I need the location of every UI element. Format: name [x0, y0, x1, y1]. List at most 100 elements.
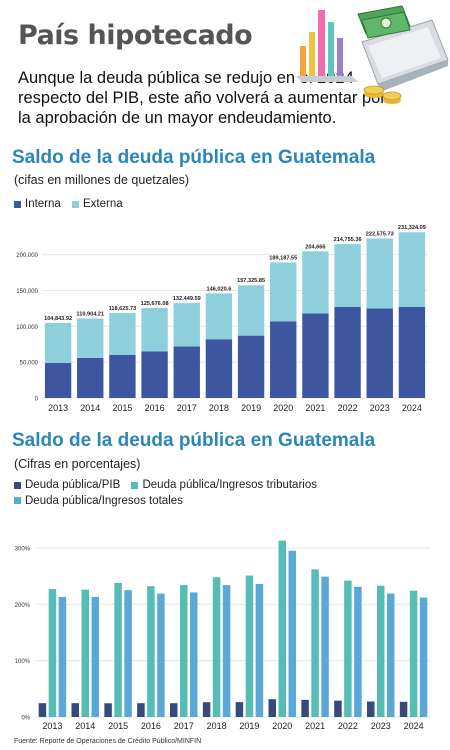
total-label: 204,666 [305, 244, 325, 250]
x-tick-label: 2022 [338, 721, 358, 731]
y-tick-label: 0 [35, 397, 39, 403]
legend-label-externa: Externa [83, 198, 123, 210]
bar-externa [334, 244, 361, 307]
bar-externa [173, 303, 200, 347]
x-tick-label: 2024 [402, 403, 422, 413]
bar-series-1 [71, 703, 79, 717]
legend-item-deuda-ingresos-totales: Deuda pública/Ingresos totales [14, 495, 183, 507]
bar-interna [334, 306, 361, 398]
bar-series-3 [321, 576, 329, 717]
bar-interna [173, 346, 200, 398]
bar-series-2 [180, 585, 188, 717]
bar-series-1 [301, 699, 309, 717]
chart1-title: Saldo de la deuda pública en Guatemala [12, 147, 376, 168]
legend-item-deuda-ingresos-tributarios: Deuda pública/Ingresos tributarios [131, 479, 317, 491]
bar-series-1 [170, 703, 178, 717]
bar-series-2 [147, 586, 155, 717]
bar-series-3 [58, 596, 67, 717]
x-tick-label: 2015 [112, 403, 132, 413]
bar-series-2 [344, 580, 352, 717]
legend-label-deuda-ingresos-tributarios: Deuda pública/Ingresos tributarios [142, 479, 317, 491]
bar-externa [366, 238, 393, 309]
bar-series-2 [48, 589, 57, 717]
x-tick-label: 2021 [305, 403, 325, 413]
x-tick-label: 2015 [108, 721, 128, 731]
bar-series-1 [38, 703, 47, 717]
total-label: 214,755.36 [334, 237, 362, 243]
total-label: 132,449.59 [173, 296, 201, 302]
bar-externa [302, 251, 329, 314]
bar-series-1 [268, 699, 276, 717]
legend-item-interna: Interna [14, 198, 61, 210]
bar-series-2 [212, 577, 221, 717]
total-label: 125,676.08 [141, 301, 169, 307]
y-tick-label: 100,000 [16, 325, 38, 331]
bar-series-2 [81, 589, 89, 717]
legend-swatch-deuda-ingresos-tributarios [131, 481, 139, 489]
bar-interna [141, 351, 168, 398]
x-tick-label: 2017 [177, 403, 197, 413]
source-note: Fuente: Reporte de Operaciones de Crédit… [14, 738, 202, 745]
bar-externa [44, 322, 72, 363]
x-tick-label: 2018 [209, 403, 229, 413]
chart1-subtitle: (cifas en millones de quetzales) [14, 173, 190, 187]
total-label: 222,575.73 [366, 231, 394, 237]
y-tick-label: 0% [21, 716, 30, 722]
bar-externa [77, 318, 104, 358]
bar-interna [205, 339, 233, 398]
bar-series-3 [387, 593, 395, 717]
bar-series-1 [137, 703, 145, 717]
x-tick-label: 2024 [404, 721, 424, 731]
bar-interna [270, 321, 297, 398]
bar-series-2 [278, 540, 286, 717]
y-tick-label: 100% [15, 659, 31, 665]
bar-series-3 [157, 593, 165, 717]
bar-series-3 [288, 550, 296, 717]
bar-series-3 [222, 585, 231, 717]
debt-ratio-chart: 0% 100% 200% 300% 2013 2014 2015 2016 2017 2018 20… [15, 540, 430, 731]
chart2-legend: Deuda pública/PIB Deuda pública/Ingresos… [14, 479, 325, 510]
bar-externa [109, 312, 136, 355]
bar-series-1 [202, 702, 211, 717]
chart2-subtitle: (Cifras en porcentajes) [14, 457, 141, 471]
chart2-title: Saldo de la deuda pública en Guatemala [12, 430, 376, 451]
total-label: 231,324.09 [398, 225, 426, 231]
total-label: 110,904.21 [76, 312, 104, 318]
bar-series-2 [409, 590, 418, 717]
bar-interna [237, 335, 265, 398]
total-label: 146,020.6 [206, 286, 231, 292]
bar-interna [302, 313, 329, 398]
x-tick-label: 2023 [371, 721, 391, 731]
bar-externa [270, 262, 297, 322]
bar-series-3 [354, 586, 362, 717]
x-tick-label: 2020 [272, 721, 292, 731]
bar-series-1 [235, 702, 244, 717]
legend-item-deuda-pib: Deuda pública/PIB [14, 479, 120, 491]
total-label: 104,843.92 [44, 316, 72, 322]
total-label: 157,325.85 [237, 278, 265, 284]
bar-series-1 [399, 701, 408, 717]
legend-swatch-deuda-pib [14, 481, 21, 489]
bar-series-2 [114, 582, 122, 717]
x-tick-label: 2020 [273, 403, 293, 413]
x-tick-label: 2013 [42, 721, 62, 731]
page-subtitle: Aunque la deuda pública se redujo en el … [18, 69, 386, 127]
bar-series-3 [419, 597, 428, 717]
bar-series-1 [334, 700, 342, 717]
x-tick-label: 2019 [239, 721, 259, 731]
bar-externa [141, 307, 168, 352]
legend-swatch-externa [72, 200, 80, 208]
legend-label-deuda-ingresos-totales: Deuda pública/Ingresos totales [25, 494, 183, 507]
x-tick-label: 2016 [145, 403, 165, 413]
y-tick-label: 150,000 [16, 289, 38, 295]
y-tick-label: 200,000 [16, 253, 38, 259]
x-tick-label: 2021 [305, 721, 325, 731]
total-label: 189,187.55 [269, 255, 297, 261]
bar-series-3 [124, 590, 132, 717]
x-tick-label: 2013 [48, 403, 68, 413]
bar-interna [44, 362, 72, 398]
x-tick-label: 2023 [370, 403, 390, 413]
bar-series-1 [367, 701, 375, 717]
finance-illustration [296, 5, 449, 104]
total-label: 118,625.73 [109, 306, 137, 312]
